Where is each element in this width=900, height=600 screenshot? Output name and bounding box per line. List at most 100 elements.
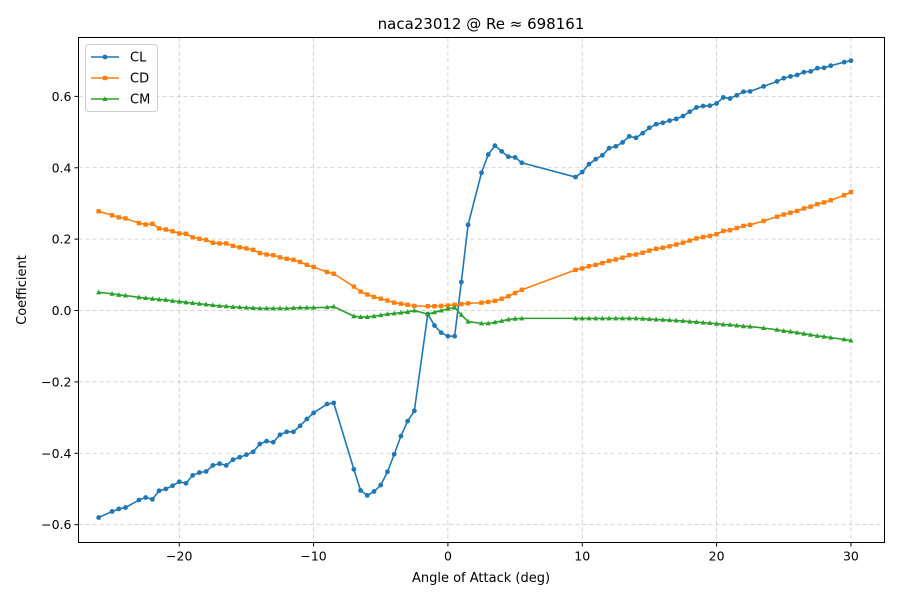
cd-point	[311, 264, 316, 270]
cm-point	[384, 311, 391, 317]
cl-point	[244, 452, 249, 458]
cm-point	[740, 323, 747, 329]
cd-point	[848, 189, 854, 195]
legend-label-cd: CD	[130, 72, 149, 87]
cl-point	[741, 89, 746, 95]
cl-point	[794, 72, 800, 78]
cd-point	[136, 220, 142, 226]
cd-point	[351, 284, 357, 289]
cl-point	[264, 438, 269, 444]
cl-point	[841, 59, 847, 65]
cm-point	[203, 301, 209, 307]
cm-point	[378, 312, 384, 318]
cd-point	[761, 218, 766, 224]
y-tick-label: 0.2	[52, 232, 72, 247]
cl-point	[324, 401, 330, 407]
cm-point	[324, 304, 330, 310]
cd-point	[237, 245, 242, 250]
cl-point	[694, 105, 699, 110]
cd-point	[479, 300, 484, 305]
cd-point	[405, 302, 410, 308]
cl-point	[720, 95, 726, 100]
cm-point	[284, 305, 290, 311]
cl-point	[257, 441, 263, 447]
cm-point	[398, 309, 404, 315]
y-tick-label: 0.0	[52, 303, 72, 318]
cd-point	[439, 303, 444, 309]
cd-point	[653, 246, 659, 251]
cm-point	[263, 305, 270, 311]
cm-point	[519, 315, 525, 321]
cm-point	[250, 305, 256, 311]
cd-point	[640, 250, 645, 255]
cd-point	[674, 242, 679, 247]
cd-point	[150, 221, 155, 226]
cl-point	[364, 492, 370, 498]
cm-point	[666, 317, 673, 323]
cl-point	[331, 400, 337, 406]
cm-point	[452, 304, 458, 310]
y-tick-label: −0.4	[41, 446, 71, 461]
cm-point	[358, 314, 364, 319]
cm-point	[331, 303, 337, 309]
cl-point	[452, 333, 458, 339]
cd-point	[445, 303, 451, 308]
cm-point	[270, 305, 276, 311]
cl-point	[680, 113, 686, 119]
cl-point	[747, 88, 753, 94]
y-tick-label: 0.4	[52, 160, 72, 175]
cm-point	[431, 309, 438, 315]
cd-point	[183, 231, 189, 236]
cl-point	[761, 83, 766, 89]
x-tick-label: 10	[574, 549, 590, 564]
cl-point	[579, 169, 585, 175]
cd-point	[156, 226, 162, 231]
cd-point	[815, 201, 820, 207]
cm-point	[196, 300, 202, 306]
cl-point	[505, 154, 511, 160]
cm-point	[364, 314, 370, 319]
grid	[78, 37, 885, 543]
cl-point	[170, 483, 175, 489]
cl-point	[438, 330, 444, 336]
cl-point	[311, 410, 316, 416]
cd-point	[123, 216, 128, 221]
cm-point	[458, 312, 464, 317]
cd-point	[613, 257, 619, 262]
cd-point	[700, 234, 706, 240]
cm-point	[411, 307, 417, 313]
cm-point	[787, 328, 794, 334]
x-tick-label: 30	[843, 549, 859, 564]
cl-point	[573, 174, 578, 180]
cm-point	[660, 317, 666, 322]
legend-marker-cl	[102, 54, 108, 60]
cl-point	[707, 103, 713, 109]
cl-point	[378, 482, 384, 488]
series-cm	[96, 289, 854, 343]
cl-point	[492, 143, 498, 149]
cl-point	[700, 103, 706, 109]
cd-point	[244, 246, 249, 251]
cl-point	[801, 69, 807, 75]
cm-point	[304, 304, 310, 310]
cl-point	[620, 140, 625, 145]
cd-point	[687, 238, 692, 243]
cd-point	[808, 204, 813, 209]
cm-point	[176, 298, 182, 304]
cm-point	[808, 331, 814, 337]
cd-point	[627, 253, 632, 258]
cd-point	[291, 257, 296, 263]
cm-point	[277, 305, 283, 311]
cd-point	[606, 258, 612, 264]
cd-point	[432, 304, 437, 309]
cd-point	[210, 240, 216, 245]
cl-point	[411, 408, 417, 414]
cd-point	[459, 301, 464, 307]
cl-point	[109, 509, 115, 514]
cm-point	[707, 320, 713, 326]
cd-point	[177, 231, 182, 236]
y-tick-label: 0.6	[52, 89, 72, 104]
cl-point	[667, 118, 672, 124]
x-axis-title: Angle of Attack (deg)	[412, 571, 550, 586]
cd-point	[304, 262, 310, 268]
